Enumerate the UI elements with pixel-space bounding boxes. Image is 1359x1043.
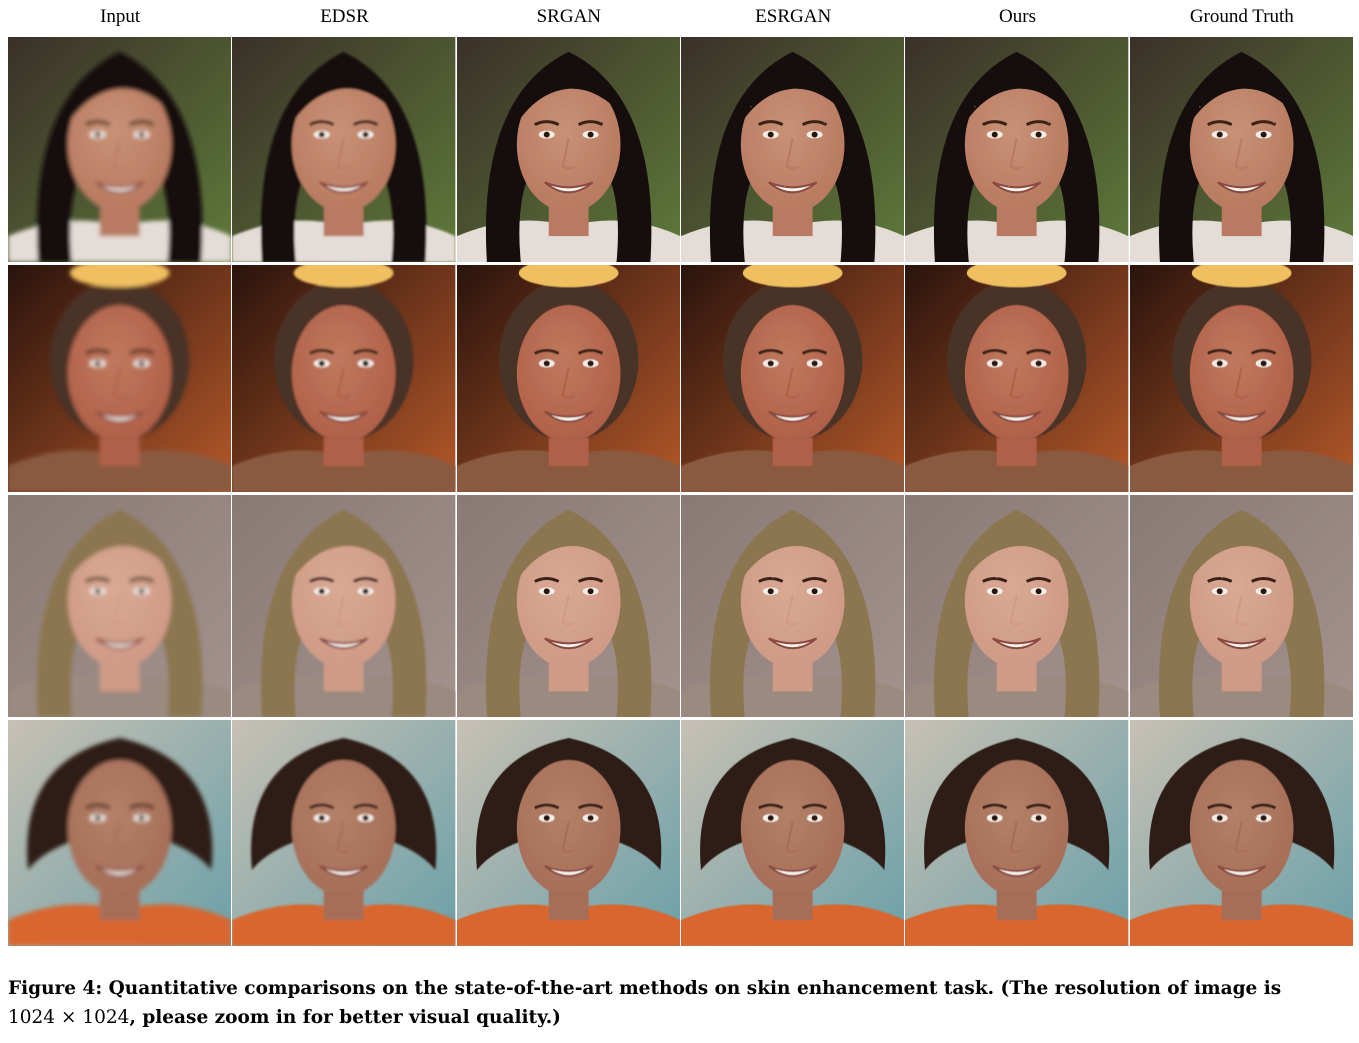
face-image-older-woman-esrgan [681,720,905,946]
face-image-woman-blonde-input [8,495,232,717]
face-image-woman-dark-hair-ground-truth [1129,37,1353,262]
face-image-older-woman-ours [905,720,1129,946]
face-image-man-balding-esrgan [681,265,905,492]
face-image-older-woman-input [8,720,232,946]
face-image-older-woman-srgan [456,720,680,946]
caption-line-1: Quantitative comparisons on the state-of… [102,978,1282,999]
column-header-esrgan: ESRGAN [755,6,832,27]
face-image-woman-dark-hair-esrgan [681,37,905,262]
column-header-ours: Ours [999,6,1036,27]
face-image-man-balding-edsr [232,265,456,492]
face-image-woman-dark-hair-input [8,37,232,262]
face-image-woman-dark-hair-ours [905,37,1129,262]
column-header-edsr: EDSR [320,6,369,27]
face-image-woman-dark-hair-srgan [456,37,680,262]
face-image-woman-blonde-ours [905,495,1129,717]
column-header-input: Input [100,6,141,27]
figure-label: Figure 4: [8,978,103,999]
face-image-woman-blonde-edsr [232,495,456,717]
column-header-ground-truth: Ground Truth [1189,6,1294,27]
face-image-man-balding-ours [905,265,1129,492]
figure-caption: Figure 4: Quantitative comparisons on th… [8,974,1353,1032]
face-image-woman-blonde-esrgan [681,495,905,717]
caption-resolution: 1024 × 1024 [8,1007,130,1028]
face-image-woman-blonde-ground-truth [1129,495,1353,717]
face-image-woman-blonde-srgan [456,495,680,717]
face-image-man-balding-srgan [456,265,680,492]
column-header-srgan: SRGAN [536,6,602,27]
face-image-older-woman-edsr [232,720,456,946]
face-image-woman-dark-hair-edsr [232,37,456,262]
face-image-man-balding-ground-truth [1129,265,1353,492]
face-image-man-balding-input [8,265,232,492]
caption-line-2: , please zoom in for better visual quali… [129,1007,561,1028]
face-image-older-woman-ground-truth [1129,720,1353,946]
comparison-grid [8,37,1354,946]
